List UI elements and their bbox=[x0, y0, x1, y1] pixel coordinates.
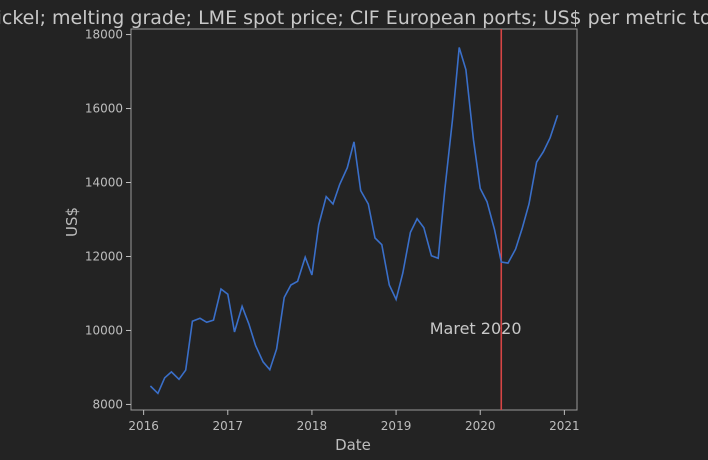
plot-frame bbox=[130, 28, 578, 411]
x-tick-label: 2019 bbox=[381, 419, 412, 433]
chart-title: Nickel; melting grade; LME spot price; C… bbox=[0, 7, 708, 29]
y-axis-label: US$ bbox=[63, 207, 81, 237]
y-tick-label: 12000 bbox=[85, 249, 123, 263]
y-tick-label: 18000 bbox=[85, 28, 123, 42]
annotation-label: Maret 2020 bbox=[430, 319, 522, 338]
y-tick-label: 10000 bbox=[85, 323, 123, 337]
x-tick-label: 2017 bbox=[213, 419, 244, 433]
y-tick-label: 8000 bbox=[92, 397, 123, 411]
x-axis-label: Date bbox=[335, 436, 371, 454]
y-tick-label: 16000 bbox=[85, 102, 123, 116]
x-tick-label: 2016 bbox=[128, 419, 159, 433]
x-tick-label: 2021 bbox=[549, 419, 580, 433]
y-tick-label: 14000 bbox=[85, 176, 123, 190]
series-line bbox=[149, 47, 559, 395]
x-tick-label: 2018 bbox=[297, 419, 328, 433]
axis-ticks: 2016 2017 2018 2019 2020 2021 8000 10000 12000 14… bbox=[85, 28, 580, 433]
x-tick-label: 2020 bbox=[465, 419, 496, 433]
